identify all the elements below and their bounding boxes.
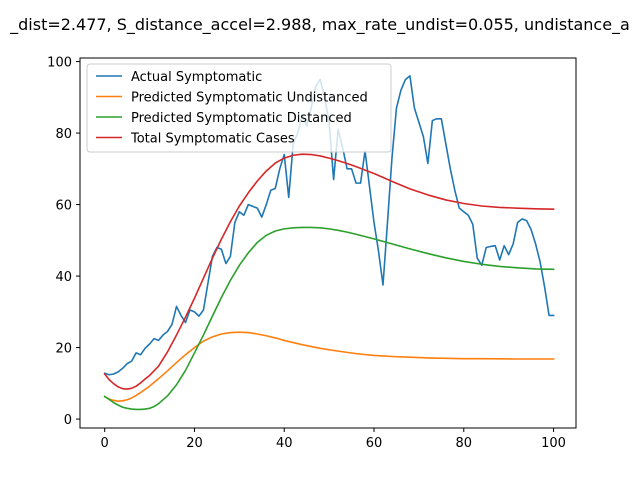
legend-box — [86, 63, 392, 153]
chart-title: _dist=2.477, S_distance_accel=2.988, max… — [9, 15, 630, 35]
x-tick-label: 0 — [101, 436, 109, 451]
x-tick-label: 40 — [276, 436, 293, 451]
y-tick-label: 60 — [55, 199, 72, 214]
x-tick-label: 80 — [456, 436, 473, 451]
axes-frame — [79, 57, 577, 429]
y-tick-label: 20 — [55, 342, 72, 357]
legend-label: Total Symptomatic Cases — [130, 132, 295, 147]
y-tick-label: 100 — [47, 56, 72, 71]
legend-label: Predicted Symptomatic Distanced — [131, 111, 352, 126]
y-tick-label: 0 — [64, 413, 72, 428]
x-tick-label: 20 — [186, 436, 203, 451]
legend-label: Actual Symptomatic — [131, 70, 262, 85]
y-tick-label: 80 — [55, 127, 72, 142]
axes: 0 20 40 60 80 100 0 20 40 60 80 100 — [47, 56, 577, 451]
legend: Actual Symptomatic Predicted Symptomatic … — [86, 63, 392, 153]
series-line-4 — [103, 153, 555, 390]
x-tick-label: 100 — [541, 436, 566, 451]
y-tick-label: 40 — [55, 270, 72, 285]
series-line-2 — [103, 331, 555, 402]
x-tick-label: 60 — [366, 436, 383, 451]
legend-label: Predicted Symptomatic Undistanced — [131, 91, 368, 106]
series-line-3 — [103, 226, 555, 411]
